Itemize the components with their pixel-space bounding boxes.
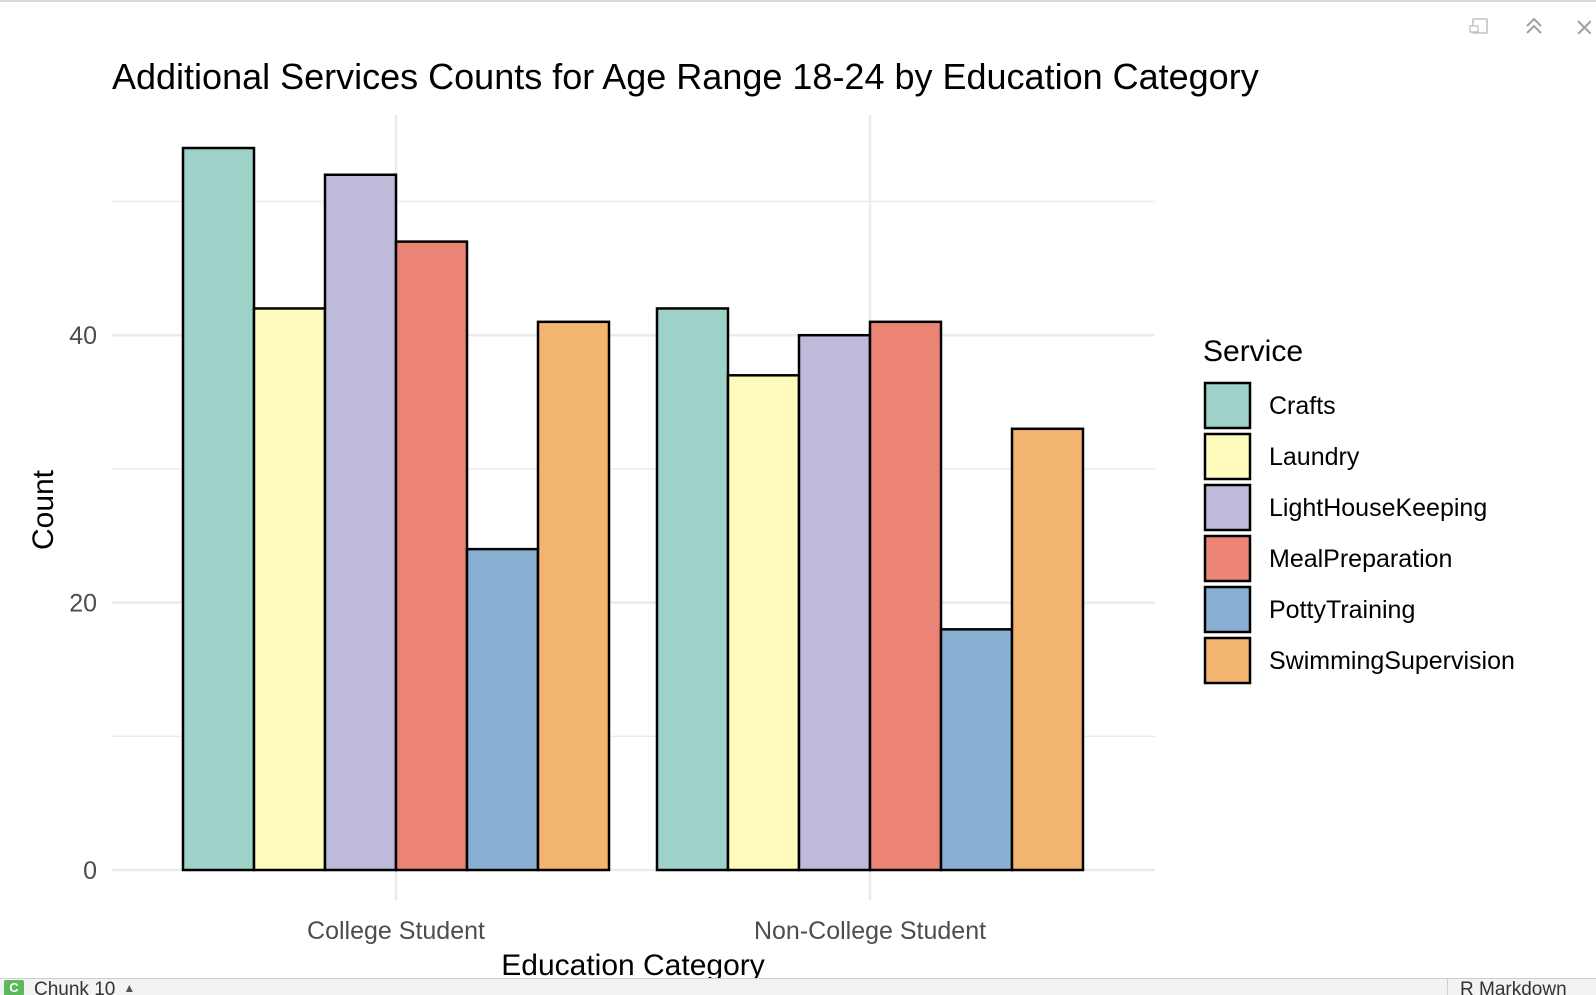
legend-key-swimmingsupervision [1203,636,1252,685]
legend-label-swimmingsupervision: SwimmingSupervision [1269,647,1515,675]
bar-mealpreparation-college [394,240,469,872]
legend-key-lighthousekeeping [1203,483,1252,532]
chunk-caret-icon: ▲ [123,981,136,995]
x-tick-labels: College Student Non-College Student [307,917,986,945]
bar-crafts-college [181,146,256,872]
bar-crafts-non-college [655,307,730,872]
y-axis-label: Count [27,469,60,550]
legend-label-pottytraining: PottyTraining [1269,596,1415,624]
legend-label-laundry: Laundry [1269,443,1360,471]
legend-label-mealpreparation: MealPreparation [1269,545,1452,573]
bar-laundry-non-college [726,374,801,872]
chunk-label: Chunk 10 [34,979,116,995]
bar-swimmingsupervision-college [536,320,611,872]
legend-label-lighthousekeeping: LightHouseKeeping [1269,494,1487,522]
chunk-navigator[interactable]: C Chunk 10 ▲ [4,980,135,995]
bar-swimmingsupervision-non-college [1010,427,1085,872]
status-divider [1447,979,1448,995]
close-icon [1575,18,1592,39]
x-tick-label: College Student [307,917,485,945]
bar-laundry-college [252,307,327,872]
chart-bars [181,146,1085,872]
chunk-badge: C [4,980,24,995]
legend-key-laundry [1203,432,1252,481]
chart-title: Additional Services Counts for Age Range… [112,56,1259,97]
collapse-button[interactable] [1520,14,1548,42]
chart-legend: Crafts Laundry LightHouseKeeping MealPrepar… [1203,381,1515,685]
export-button[interactable] [1466,14,1494,42]
collapse-chevron-icon [1524,16,1544,41]
y-tick-label: 40 [69,322,97,350]
legend-key-crafts [1203,381,1252,430]
bar-pottytraining-non-college [939,628,1014,872]
export-icon [1469,16,1491,41]
x-axis-label: Education Category [501,949,765,978]
bar-mealpreparation-non-college [868,320,943,872]
top-border [0,0,1596,2]
bar-pottytraining-college [465,547,540,872]
y-tick-label: 0 [83,857,97,885]
legend-title: Service [1203,335,1303,368]
legend-label-crafts: Crafts [1269,392,1336,420]
y-tick-labels: 0 20 40 [69,322,97,885]
legend-key-mealpreparation [1203,534,1252,583]
status-bar: C Chunk 10 ▲ R Markdown [0,978,1596,995]
document-type[interactable]: R Markdown [1460,979,1567,995]
close-button[interactable] [1570,14,1596,42]
pane-controls [1446,14,1596,42]
legend-key-pottytraining [1203,585,1252,634]
bar-lighthousekeeping-college [323,173,398,872]
bar-lighthousekeeping-non-college [797,333,872,872]
y-tick-label: 20 [69,590,97,618]
x-tick-label: Non-College Student [754,917,986,945]
